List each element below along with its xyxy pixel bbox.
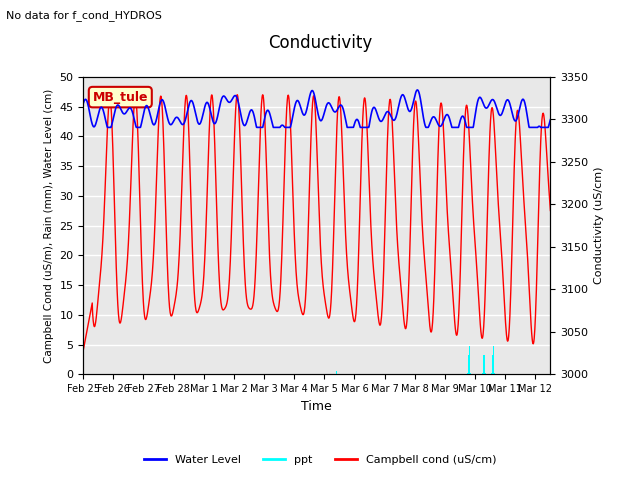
Legend: Water Level, ppt, Campbell cond (uS/cm): Water Level, ppt, Campbell cond (uS/cm) — [140, 451, 500, 469]
Text: No data for f_cond_HYDROS: No data for f_cond_HYDROS — [6, 10, 163, 21]
Y-axis label: Campbell Cond (uS/m), Rain (mm), Water Level (cm): Campbell Cond (uS/m), Rain (mm), Water L… — [44, 88, 54, 363]
Y-axis label: Conductivity (uS/cm): Conductivity (uS/cm) — [594, 167, 604, 284]
X-axis label: Time: Time — [301, 400, 332, 413]
Text: Conductivity: Conductivity — [268, 34, 372, 51]
Text: MB_tule: MB_tule — [93, 91, 148, 104]
